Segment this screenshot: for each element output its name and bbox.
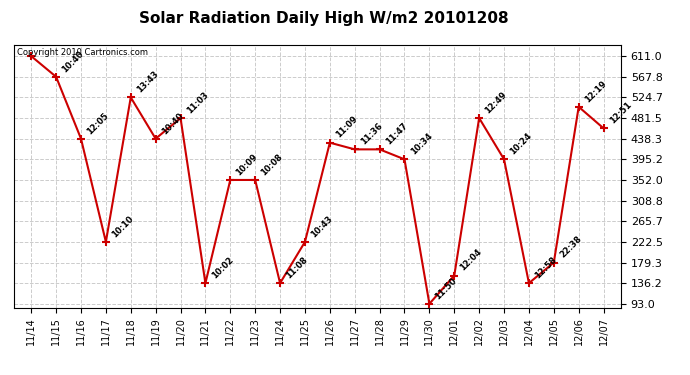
Text: 12:51: 12:51 — [608, 100, 633, 126]
Text: 10:40: 10:40 — [160, 111, 185, 136]
Text: 10:24: 10:24 — [509, 131, 533, 156]
Text: 10:40: 10:40 — [60, 49, 86, 74]
Text: 10:43: 10:43 — [309, 214, 335, 239]
Text: 12:19: 12:19 — [583, 79, 608, 104]
Text: Copyright 2010 Cartronics.com: Copyright 2010 Cartronics.com — [17, 48, 148, 57]
Text: 10:02: 10:02 — [210, 255, 235, 280]
Text: 12:04: 12:04 — [458, 248, 484, 273]
Text: 11:09: 11:09 — [334, 115, 359, 140]
Text: 10:09: 10:09 — [235, 152, 259, 177]
Text: 11:36: 11:36 — [359, 121, 384, 147]
Text: 10:10: 10:10 — [110, 214, 135, 239]
Text: 12:05: 12:05 — [85, 111, 110, 136]
Text: 12:58: 12:58 — [533, 255, 558, 280]
Text: Solar Radiation Daily High W/m2 20101208: Solar Radiation Daily High W/m2 20101208 — [139, 11, 509, 26]
Text: 22:38: 22:38 — [558, 234, 583, 260]
Text: 12:49: 12:49 — [483, 90, 509, 115]
Text: 11:50: 11:50 — [433, 276, 459, 301]
Text: 11:47: 11:47 — [384, 121, 409, 147]
Text: 10:08: 10:08 — [259, 152, 284, 177]
Text: 11:03: 11:03 — [185, 90, 210, 115]
Text: 13:43: 13:43 — [135, 69, 160, 94]
Text: 11:08: 11:08 — [284, 255, 309, 280]
Text: 10:34: 10:34 — [408, 131, 434, 156]
